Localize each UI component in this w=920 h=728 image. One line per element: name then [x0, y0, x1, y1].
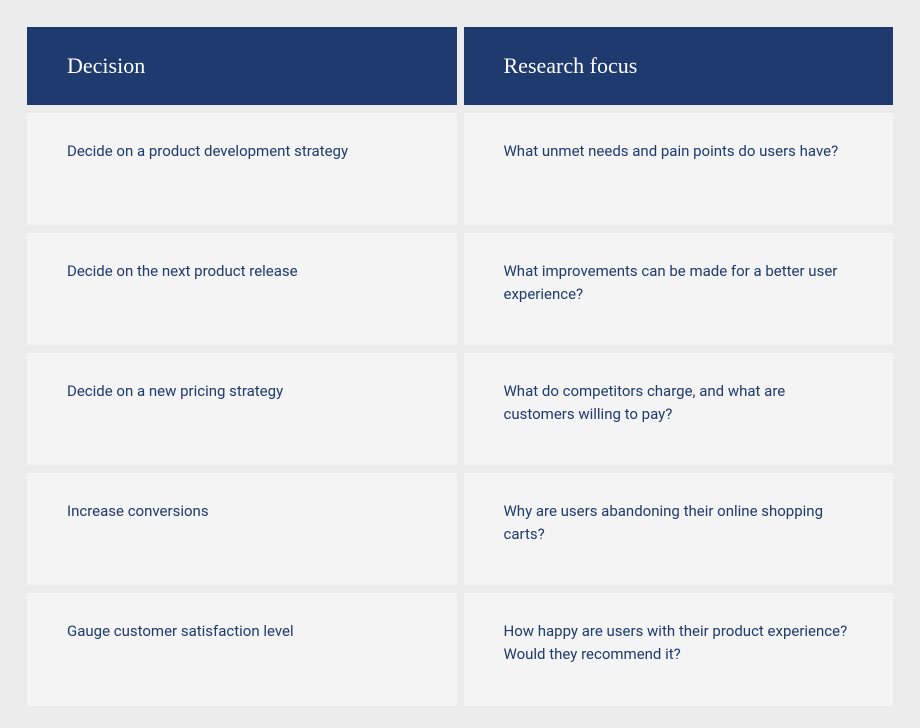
research-cell: What do competitors charge, and what are…	[464, 353, 894, 465]
research-cell: What improvements can be made for a bett…	[464, 233, 894, 345]
decision-research-table: Decision Research focus Decide on a prod…	[27, 27, 893, 706]
research-cell: Why are users abandoning their online sh…	[464, 473, 894, 585]
research-cell: How happy are users with their product e…	[464, 593, 894, 706]
decision-cell: Decide on the next product release	[27, 233, 457, 345]
decision-cell: Decide on a product development strategy	[27, 113, 457, 225]
decision-cell: Increase conversions	[27, 473, 457, 585]
research-cell: What unmet needs and pain points do user…	[464, 113, 894, 225]
column-header-research: Research focus	[464, 27, 894, 105]
decision-cell: Decide on a new pricing strategy	[27, 353, 457, 465]
column-header-decision: Decision	[27, 27, 457, 105]
decision-cell: Gauge customer satisfaction level	[27, 593, 457, 706]
